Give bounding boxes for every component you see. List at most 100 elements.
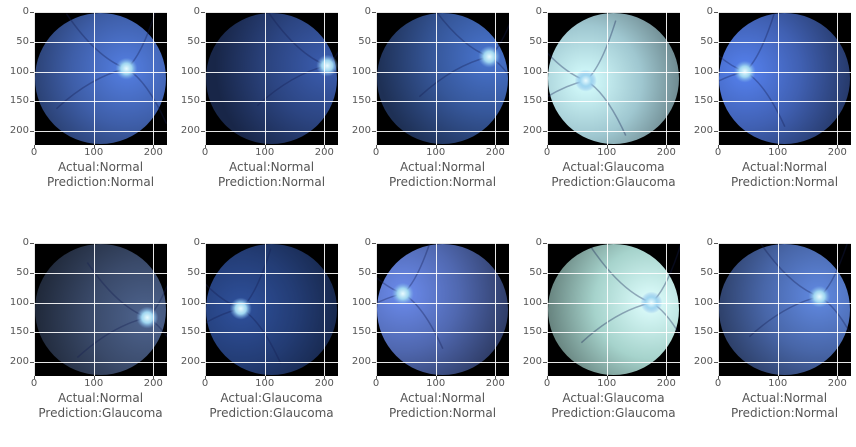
prediction-prefix: Prediction: [38, 406, 102, 420]
y-tick-label: 200 [684, 357, 713, 367]
y-tick-mark [714, 243, 718, 244]
y-tick-label: 0 [0, 238, 29, 248]
y-gridline [376, 332, 509, 333]
y-tick-label: 50 [513, 268, 542, 278]
y-tick-mark [201, 72, 205, 73]
prediction-prefix: Prediction: [47, 175, 111, 189]
actual-value: Normal [784, 391, 827, 405]
y-tick-label: 150 [171, 96, 200, 106]
y-tick-label: 0 [342, 238, 371, 248]
y-tick-mark [543, 303, 547, 304]
prediction-value: Glaucoma [615, 406, 676, 420]
y-tick-mark [30, 332, 34, 333]
retina-disc [206, 244, 337, 375]
prediction-prefix: Prediction: [218, 175, 282, 189]
y-tick-mark [30, 42, 34, 43]
actual-value: Normal [100, 391, 143, 405]
x-tick-label: 0 [19, 379, 49, 389]
x-gridline [376, 243, 377, 376]
x-gridline [324, 12, 325, 145]
x-tick-label: 0 [19, 148, 49, 158]
y-tick-label: 150 [0, 327, 29, 337]
y-tick-mark [543, 72, 547, 73]
y-tick-mark [201, 101, 205, 102]
actual-prefix: Actual: [562, 160, 604, 174]
x-tick-label: 200 [480, 148, 510, 158]
y-tick-mark [543, 273, 547, 274]
x-tick-mark [205, 145, 206, 148]
x-gridline [205, 12, 206, 145]
x-tick-mark [376, 145, 377, 148]
fundus-image [34, 12, 167, 145]
y-gridline [205, 12, 338, 13]
y-tick-mark [543, 12, 547, 13]
y-tick-label: 200 [171, 126, 200, 136]
x-tick-label: 200 [138, 148, 168, 158]
x-tick-label: 100 [592, 379, 622, 389]
x-gridline [94, 243, 95, 376]
y-tick-label: 0 [342, 7, 371, 17]
x-tick-mark [34, 145, 35, 148]
x-tick-label: 0 [532, 379, 562, 389]
x-tick-label: 100 [250, 148, 280, 158]
y-gridline [205, 101, 338, 102]
y-tick-label: 200 [513, 126, 542, 136]
fundus-image [34, 243, 167, 376]
prediction-prefix: Prediction: [389, 406, 453, 420]
y-tick-mark [201, 42, 205, 43]
y-gridline [34, 362, 167, 363]
actual-value: Glaucoma [262, 391, 323, 405]
y-gridline [376, 101, 509, 102]
fundus-image [376, 12, 509, 145]
y-gridline [547, 72, 680, 73]
y-tick-mark [201, 332, 205, 333]
y-gridline [718, 131, 851, 132]
y-tick-mark [372, 12, 376, 13]
y-gridline [718, 273, 851, 274]
prediction-prefix: Prediction: [209, 406, 273, 420]
fundus-image [205, 243, 338, 376]
x-tick-label: 0 [532, 148, 562, 158]
y-tick-mark [714, 12, 718, 13]
x-tick-mark [666, 145, 667, 148]
y-tick-mark [201, 131, 205, 132]
y-tick-label: 0 [0, 7, 29, 17]
y-gridline [718, 42, 851, 43]
y-gridline [376, 42, 509, 43]
x-tick-label: 100 [421, 379, 451, 389]
prediction-value: Glaucoma [273, 406, 334, 420]
x-tick-mark [547, 145, 548, 148]
x-gridline [547, 243, 548, 376]
y-gridline [376, 72, 509, 73]
y-tick-label: 0 [513, 7, 542, 17]
y-tick-mark [30, 131, 34, 132]
y-tick-label: 150 [513, 96, 542, 106]
x-gridline [718, 243, 719, 376]
actual-value: Normal [784, 160, 827, 174]
y-tick-mark [714, 131, 718, 132]
actual-prefix: Actual: [742, 391, 784, 405]
y-tick-label: 200 [0, 357, 29, 367]
y-tick-label: 200 [171, 357, 200, 367]
y-tick-label: 100 [342, 67, 371, 77]
actual-value: Normal [442, 391, 485, 405]
actual-value: Normal [271, 160, 314, 174]
fundus-image [718, 12, 851, 145]
y-gridline [718, 303, 851, 304]
y-tick-mark [714, 101, 718, 102]
prediction-prefix: Prediction: [731, 175, 795, 189]
x-tick-label: 0 [703, 148, 733, 158]
prediction-label: Prediction:Normal [685, 406, 856, 421]
x-tick-mark [607, 376, 608, 379]
y-gridline [376, 243, 509, 244]
x-gridline [205, 243, 206, 376]
y-gridline [205, 131, 338, 132]
y-tick-label: 50 [342, 268, 371, 278]
y-gridline [547, 362, 680, 363]
